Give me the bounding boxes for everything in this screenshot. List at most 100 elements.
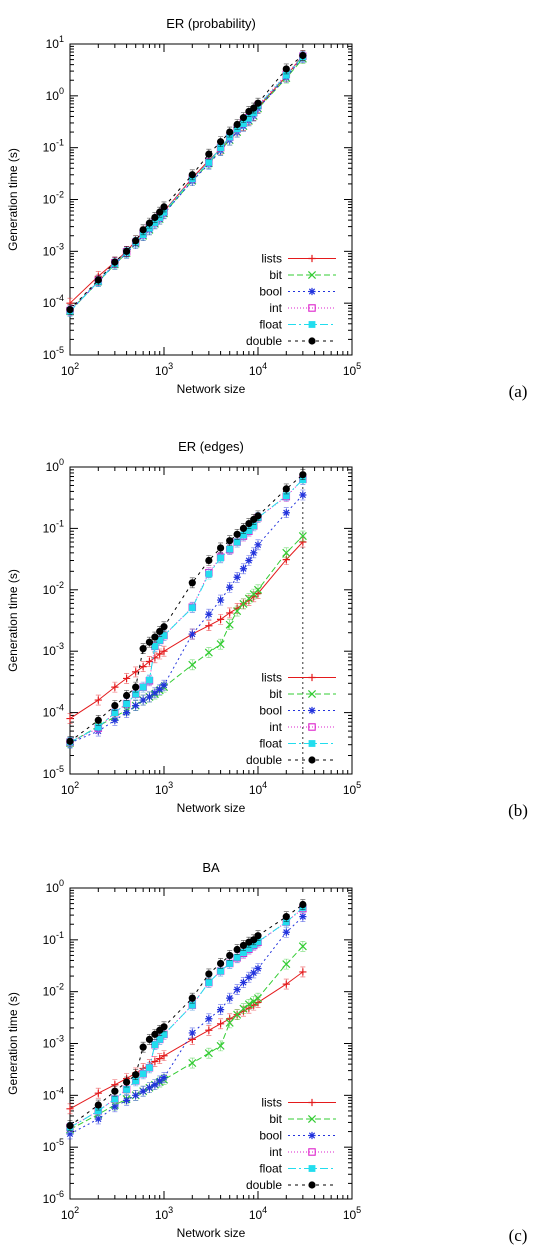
data-point-lists [94,1089,102,1097]
data-point-float [233,953,241,961]
data-point-double [205,556,213,565]
x-tick-label: 103 [155,780,173,797]
y-tick-base: 10 [43,244,57,258]
legend-marker-lists [308,254,316,263]
data-point-float [188,1001,196,1009]
x-tick-exponent: 4 [262,361,267,371]
data-point-double [156,627,164,636]
legend-label-int: int [269,1145,282,1159]
legend-marker-bool [308,706,316,715]
legend-marker-bit [307,689,317,699]
data-point-double [299,900,307,909]
data-point-bool [111,1103,119,1111]
legend-label-lists: lists [261,1096,282,1110]
legend-marker-int [308,304,316,312]
data-point-bool [254,964,262,973]
data-point-double [160,1023,168,1031]
data-point-float [217,554,224,562]
y-tick-exponent: -5 [56,764,64,774]
data-point-double [132,237,140,245]
data-point-lists [205,1026,213,1034]
y-tick-exponent: -3 [56,1034,64,1044]
data-point-float [156,636,164,644]
data-point-bool [188,1029,196,1037]
data-point-bool [94,1115,102,1123]
data-point-bool [111,716,119,724]
data-point-double [145,219,154,227]
data-point-double [299,471,307,479]
data-point-bool [132,702,140,710]
y-tick-exponent: 0 [59,878,64,888]
y-tick-exponent: -4 [56,703,64,713]
data-point-float [151,1041,159,1049]
data-point-double [254,99,262,107]
y-tick-exponent: -3 [56,641,64,651]
data-point-bool [122,709,131,717]
data-point-double [122,247,131,255]
y-tick-label: 10-5 [43,1137,64,1154]
data-point-bool [216,1006,225,1014]
data-point-double [156,208,164,216]
x-tick-base: 10 [155,783,169,797]
data-point-bool [250,549,258,557]
y-tick-label: 10-2 [43,982,64,999]
data-point-double [139,1043,147,1051]
legend-marker-float [308,740,316,747]
x-tick-exponent: 3 [168,1205,173,1215]
chart-panel: ER (edges)102 103 104 10510-510-410-310-210… [6,439,528,820]
legend-marker-bit [307,270,317,280]
x-tick-base: 10 [343,1208,357,1222]
series-line-double [69,474,304,742]
data-point-double [239,524,248,533]
data-point-bool [282,928,290,936]
x-tick-base: 10 [61,364,75,378]
data-point-lists [66,714,74,723]
legend: lists bit bool int float double [246,252,336,348]
series-lists [66,966,307,1115]
data-point-float [94,723,102,731]
data-point-bool [299,913,307,921]
data-point-double [132,683,140,691]
legend-marker-int [308,723,316,731]
y-tick-base: 10 [43,1037,57,1051]
data-point-double [111,702,119,710]
data-point-float [111,709,119,716]
y-tick-base: 10 [43,1192,57,1206]
x-tick-base: 10 [249,783,263,797]
data-point-double [122,691,131,700]
data-point-double [226,951,234,960]
data-point-float [226,545,234,553]
data-point-float [282,492,290,500]
legend-label-bool: bool [259,285,282,299]
data-point-double [151,213,159,222]
data-point-bit [298,942,307,951]
series-line-lists [69,55,304,304]
data-point-double [66,1122,74,1130]
data-point-lists [122,674,131,683]
series-line-double [69,904,304,1127]
data-point-double [205,150,213,158]
data-point-bool [160,1073,168,1082]
data-point-lists [132,668,140,676]
data-point-bool [282,509,290,517]
data-point-double [111,1087,119,1095]
data-point-float [146,1064,153,1072]
y-tick-label: 10-3 [43,241,64,258]
data-point-bit [282,548,291,557]
x-tick-exponent: 2 [74,1205,79,1215]
data-point-double [94,276,102,284]
y-tick-base: 10 [43,521,57,535]
legend-marker-double [308,337,316,345]
series-line-lists [69,971,304,1110]
data-point-float [226,960,234,967]
y-tick-base: 10 [43,767,57,781]
data-point-bit [253,994,263,1003]
data-point-bool [216,596,225,604]
data-point-lists [156,1055,164,1063]
legend-label-lists: lists [261,671,282,685]
data-point-double [233,120,241,129]
y-tick-exponent: -4 [56,1085,64,1095]
data-point-lists [282,980,290,988]
x-axis-label: Network size [177,382,246,396]
data-point-float [282,71,290,79]
